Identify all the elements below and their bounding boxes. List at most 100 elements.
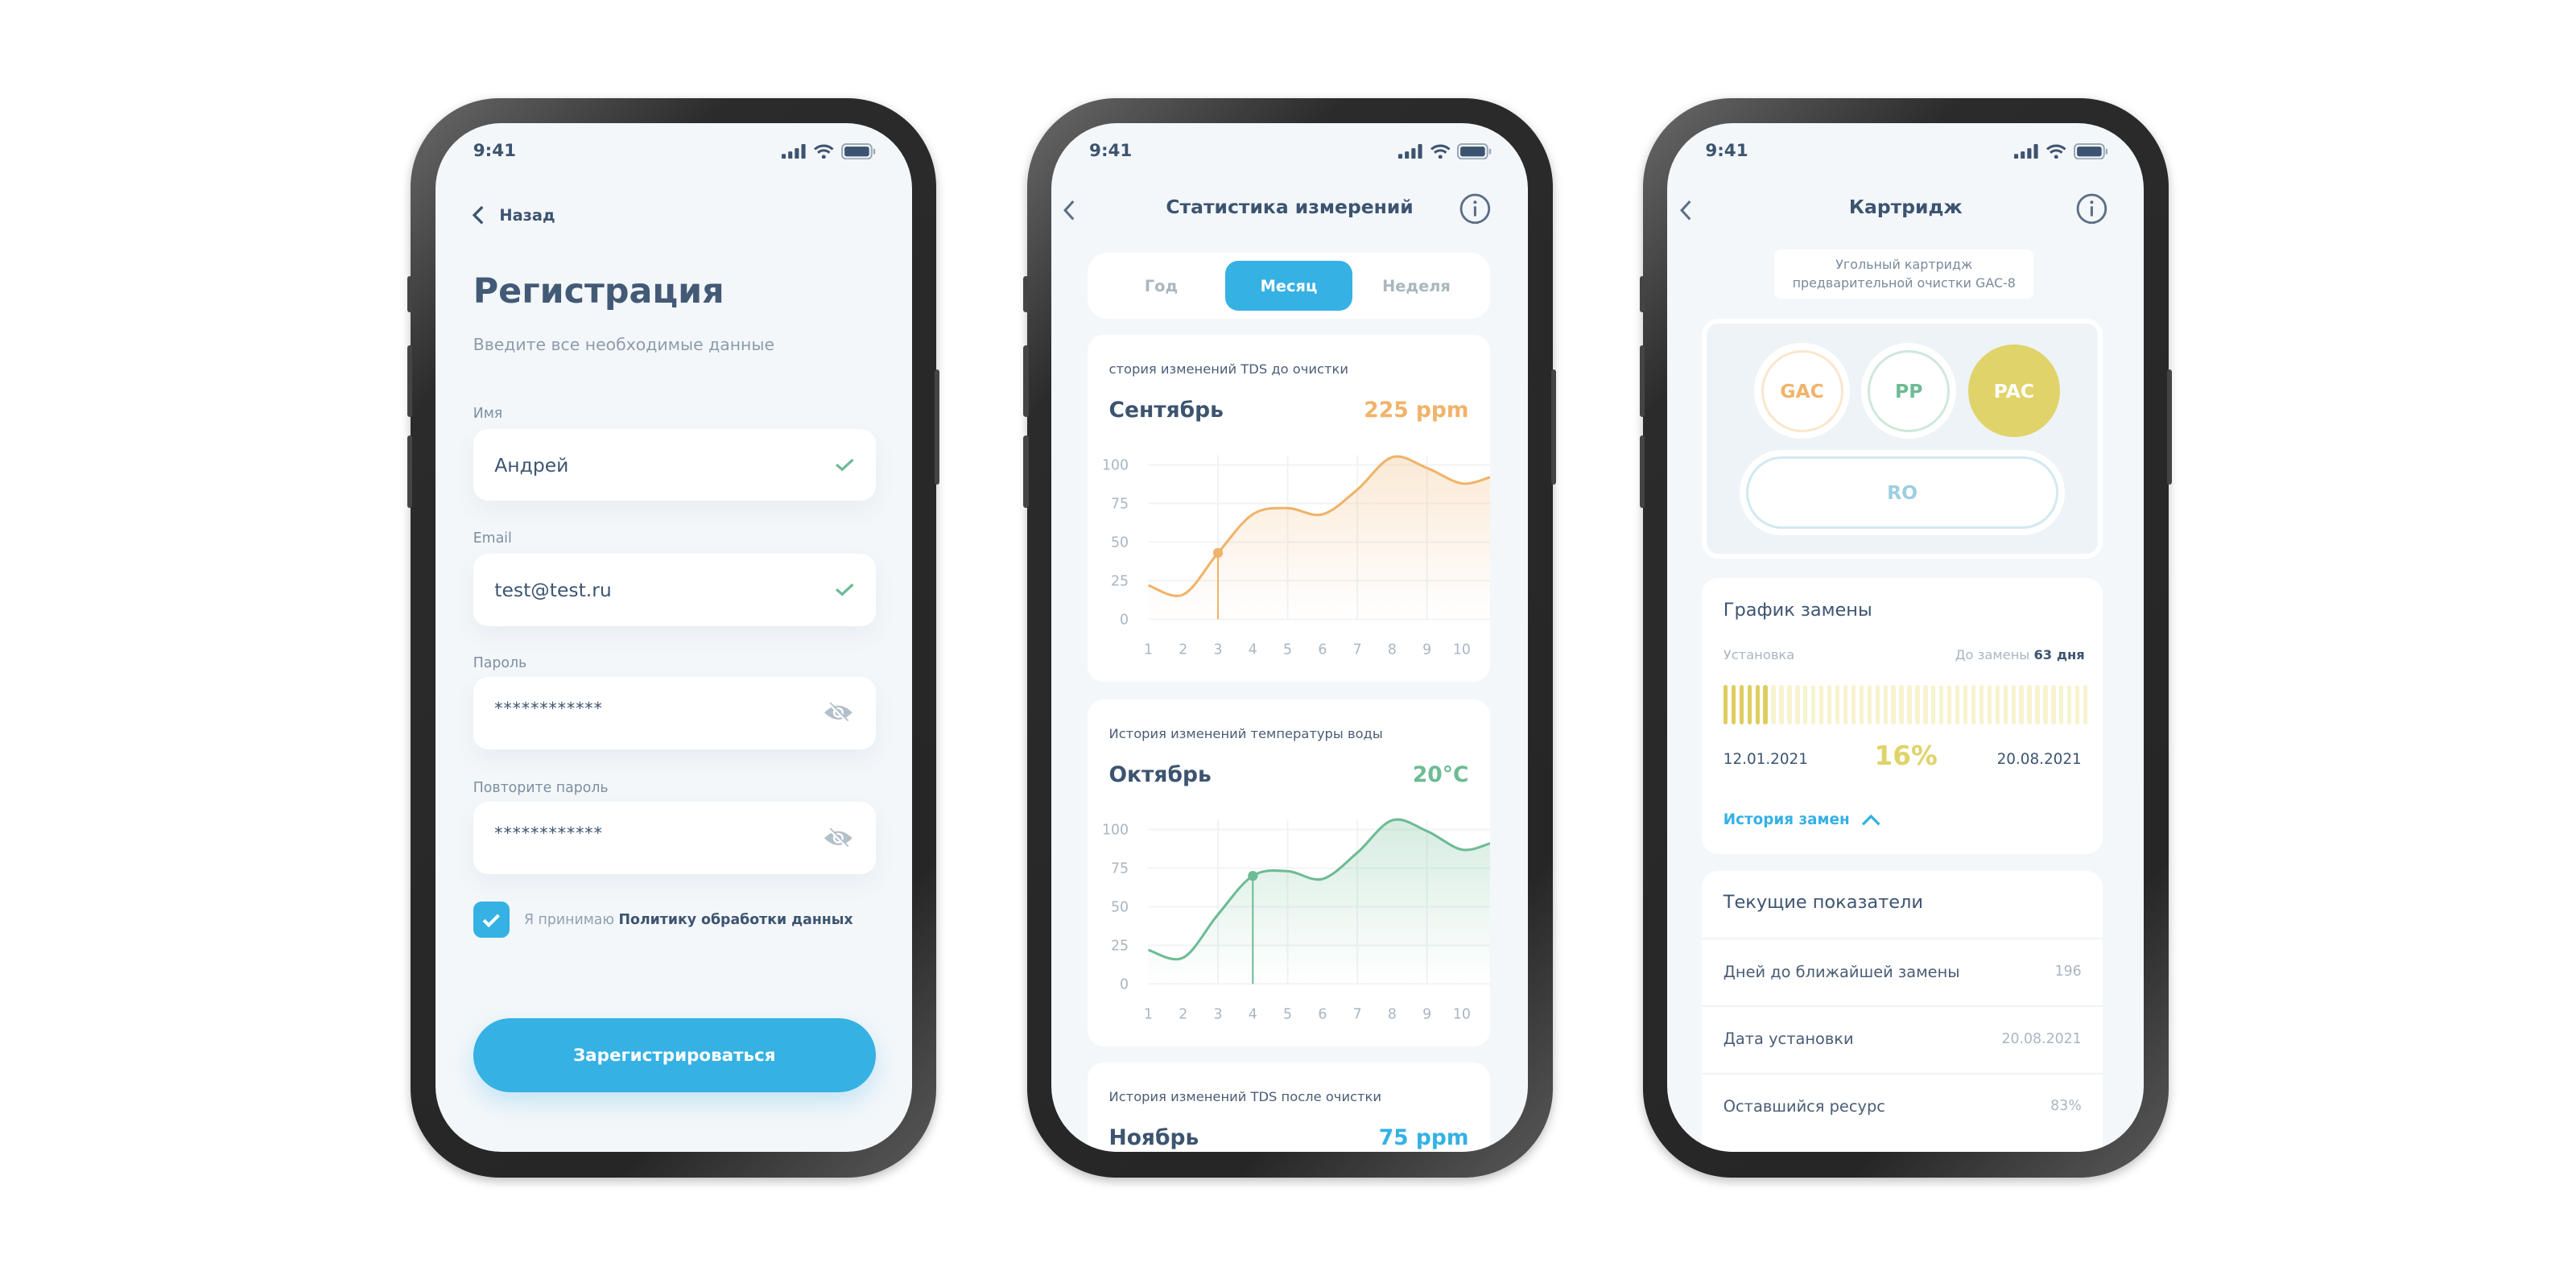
card-title: Текущие показатели [1723, 892, 1923, 914]
info-icon[interactable] [2075, 192, 2108, 225]
highlight-point [1212, 547, 1224, 558]
tab-year[interactable]: Год [1144, 276, 1179, 295]
x-tick-label: 5 [1283, 642, 1292, 658]
metric-value: 196 [2054, 963, 2082, 980]
progress-segment [1739, 684, 1744, 724]
history-toggle[interactable]: История замен [1724, 811, 1881, 828]
y-tick-label: 100 [1102, 458, 1129, 474]
x-tick-label: 8 [1388, 1006, 1397, 1022]
progress-segment [1899, 684, 1904, 724]
eye-off-icon[interactable] [823, 827, 854, 849]
area-fill [1148, 456, 1490, 620]
cartridge-type-gac[interactable]: GAC [1754, 343, 1850, 439]
field-value: ************ [494, 823, 603, 843]
back-chevron-icon[interactable] [1678, 199, 1694, 222]
progress-segment [1915, 684, 1920, 724]
wifi-icon [814, 144, 834, 159]
eye-off-icon[interactable] [823, 702, 854, 724]
progress-segment [2075, 684, 2080, 724]
signal-icon [782, 143, 807, 159]
signal-icon [1397, 143, 1422, 159]
card-subtitle: История изменений TDS после очистки [1108, 1089, 1381, 1105]
cartridge-type-pac[interactable]: PAC [1967, 343, 2062, 438]
progress-segment [1731, 684, 1736, 724]
install-label: Установка [1723, 647, 1795, 663]
card-month: Ноябрь [1108, 1124, 1199, 1150]
back-label: Назад [499, 205, 555, 225]
progress-segment [2011, 684, 2016, 724]
tab-month[interactable]: Месяц [1224, 261, 1353, 311]
metric-row: Дней до ближайшей замены 196 [1724, 938, 2082, 1005]
stat-card: История изменений температуры воды Октябр… [1088, 699, 1490, 1046]
cartridge-type-label: GAC [1761, 349, 1843, 432]
x-tick-label: 5 [1283, 1006, 1292, 1022]
consent-text: Я принимаю Политику обработки данных [524, 912, 853, 928]
y-tick-label: 100 [1102, 823, 1129, 839]
cartridge-type-label: PP [1868, 349, 1951, 432]
y-tick-label: 0 [1120, 612, 1129, 628]
progress-segment [1859, 684, 1864, 724]
back-button[interactable]: Назад [472, 205, 555, 225]
field-label: Email [473, 530, 512, 547]
line-chart: 0 25 50 75 100 1 2 3 4 5 6 7 8 9 10 [1102, 818, 1490, 1022]
progress-segment [1779, 684, 1784, 724]
x-tick-label: 9 [1422, 642, 1431, 658]
field-label: Пароль [473, 655, 527, 672]
progress-segment [2059, 684, 2064, 724]
stat-card: История изменений TDS после очистки Ноябр… [1088, 1062, 1490, 1152]
register-button[interactable]: Зарегистрироваться [473, 1018, 876, 1093]
screen-title: Картридж [1848, 195, 1963, 218]
area-fill [1148, 819, 1490, 984]
y-tick-label: 50 [1111, 900, 1129, 916]
x-tick-label: 9 [1422, 1006, 1431, 1022]
card-title: График замены [1723, 599, 1872, 621]
password-field[interactable]: ************ [473, 801, 876, 874]
back-chevron-icon[interactable] [1061, 199, 1077, 222]
password-field[interactable]: ************ [473, 676, 876, 749]
tab-week[interactable]: Неделя [1382, 276, 1451, 295]
x-tick-label: 10 [1453, 1006, 1471, 1022]
text-field[interactable]: Андрей [473, 428, 876, 501]
info-icon[interactable] [1459, 192, 1492, 225]
valid-check-icon [835, 584, 854, 596]
privacy-policy-link[interactable]: Политику обработки данных [618, 911, 853, 928]
start-date: 12.01.2021 [1723, 750, 1808, 768]
x-tick-label: 4 [1249, 642, 1257, 658]
progress-segment [1819, 684, 1824, 724]
battery-icon [1457, 142, 1492, 159]
text-field[interactable]: test@test.ru [473, 553, 876, 626]
progress-segment [1787, 684, 1792, 724]
cartridge-type-ro[interactable]: RO [1740, 450, 2066, 536]
phone-registration: 9:41 Назад Регистрация Введите все необх… [407, 98, 940, 1178]
x-tick-label: 2 [1179, 1006, 1187, 1022]
x-tick-label: 10 [1453, 642, 1471, 658]
status-bar: 9:41 [1089, 139, 1492, 163]
metric-value: 20.08.2021 [2001, 1030, 2082, 1047]
card-subtitle: История изменений температуры воды [1108, 726, 1383, 741]
chevron-up-icon [1861, 815, 1880, 826]
y-tick-label: 0 [1120, 977, 1129, 993]
progress-segment [1963, 684, 1968, 724]
progress-segment [2043, 684, 2048, 724]
progress-segment [1875, 684, 1880, 724]
x-tick-label: 3 [1214, 642, 1223, 658]
consent-checkbox[interactable] [473, 902, 510, 939]
current-metrics-card: Текущие показатели Дней до ближайшей зам… [1702, 870, 2103, 1152]
x-tick-label: 8 [1388, 642, 1397, 658]
chevron-left-icon [472, 205, 484, 225]
remaining-value: 63 дня [2033, 647, 2085, 663]
x-tick-label: 7 [1353, 1006, 1362, 1022]
status-time: 9:41 [1089, 141, 1133, 162]
cartridge-type-pp[interactable]: PP [1861, 343, 1957, 439]
progress-percent: 16% [1874, 741, 1938, 772]
progress-segment [2003, 684, 2008, 724]
card-value: 225 ppm [1364, 397, 1469, 423]
progress-segment [2067, 684, 2072, 724]
remaining-label: До замены [1955, 647, 2030, 663]
metric-row: Оставшийся ресурс 83% [1724, 1073, 2082, 1141]
metric-value: 83% [2050, 1098, 2082, 1115]
progress-bar [1723, 684, 2088, 724]
series-line [1148, 818, 1490, 961]
field-value: Андрей [494, 453, 569, 477]
field-value: ************ [494, 698, 603, 718]
